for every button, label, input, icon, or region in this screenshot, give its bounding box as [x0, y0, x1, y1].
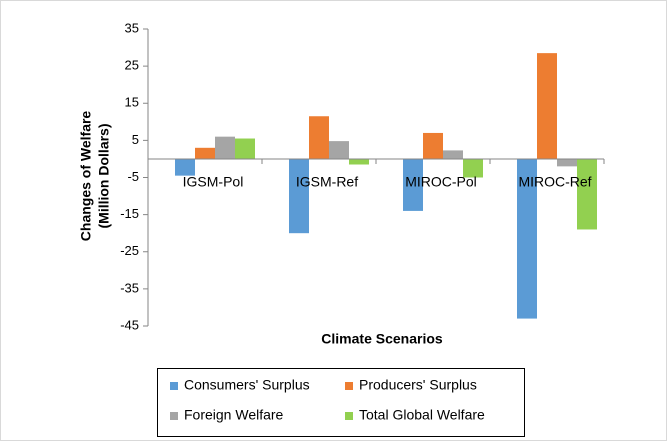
- legend-label: Consumers' Surplus: [184, 377, 310, 393]
- legend-label: Total Global Welfare: [359, 407, 485, 423]
- bar: [235, 138, 255, 159]
- bar: [557, 158, 577, 167]
- legend-swatch: [345, 412, 353, 420]
- y-axis-title: Changes of Welfare: [78, 111, 94, 242]
- legend-swatch: [170, 382, 178, 390]
- bar: [195, 147, 215, 159]
- y-tick-label: -35: [120, 280, 139, 295]
- legend-swatch: [345, 382, 353, 390]
- y-tick-label: -45: [120, 317, 139, 332]
- y-tick-label: 5: [132, 132, 139, 147]
- bar: [403, 158, 423, 211]
- bar: [423, 132, 443, 159]
- bar: [309, 116, 329, 159]
- y-axis-title: (Million Dollars): [96, 124, 112, 229]
- y-tick-label: 15: [125, 95, 139, 110]
- y-tick-label: -25: [120, 243, 139, 258]
- bar: [517, 158, 537, 319]
- bar: [443, 150, 463, 159]
- x-axis-title: Climate Scenarios: [321, 331, 443, 347]
- legend-swatch: [170, 412, 178, 420]
- y-tick-label: 35: [125, 20, 139, 35]
- bar: [577, 158, 597, 230]
- bar: [289, 158, 309, 234]
- y-tick-label: -15: [120, 206, 139, 221]
- x-tick-label: MIROC-Pol: [405, 174, 477, 190]
- y-tick-label: -5: [127, 169, 139, 184]
- bar: [349, 158, 369, 165]
- legend-label: Foreign Welfare: [184, 407, 284, 423]
- x-tick-label: MIROC-Ref: [518, 174, 591, 190]
- legend-box: [157, 368, 525, 437]
- bar: [537, 53, 557, 159]
- x-tick-label: IGSM-Pol: [183, 174, 244, 190]
- bar: [215, 136, 235, 159]
- y-tick-label: 25: [125, 58, 139, 73]
- bar: [329, 141, 349, 159]
- bar: [463, 158, 483, 178]
- legend-label: Producers' Surplus: [359, 377, 477, 393]
- x-tick-label: IGSM-Ref: [296, 174, 358, 190]
- bar: [175, 158, 195, 176]
